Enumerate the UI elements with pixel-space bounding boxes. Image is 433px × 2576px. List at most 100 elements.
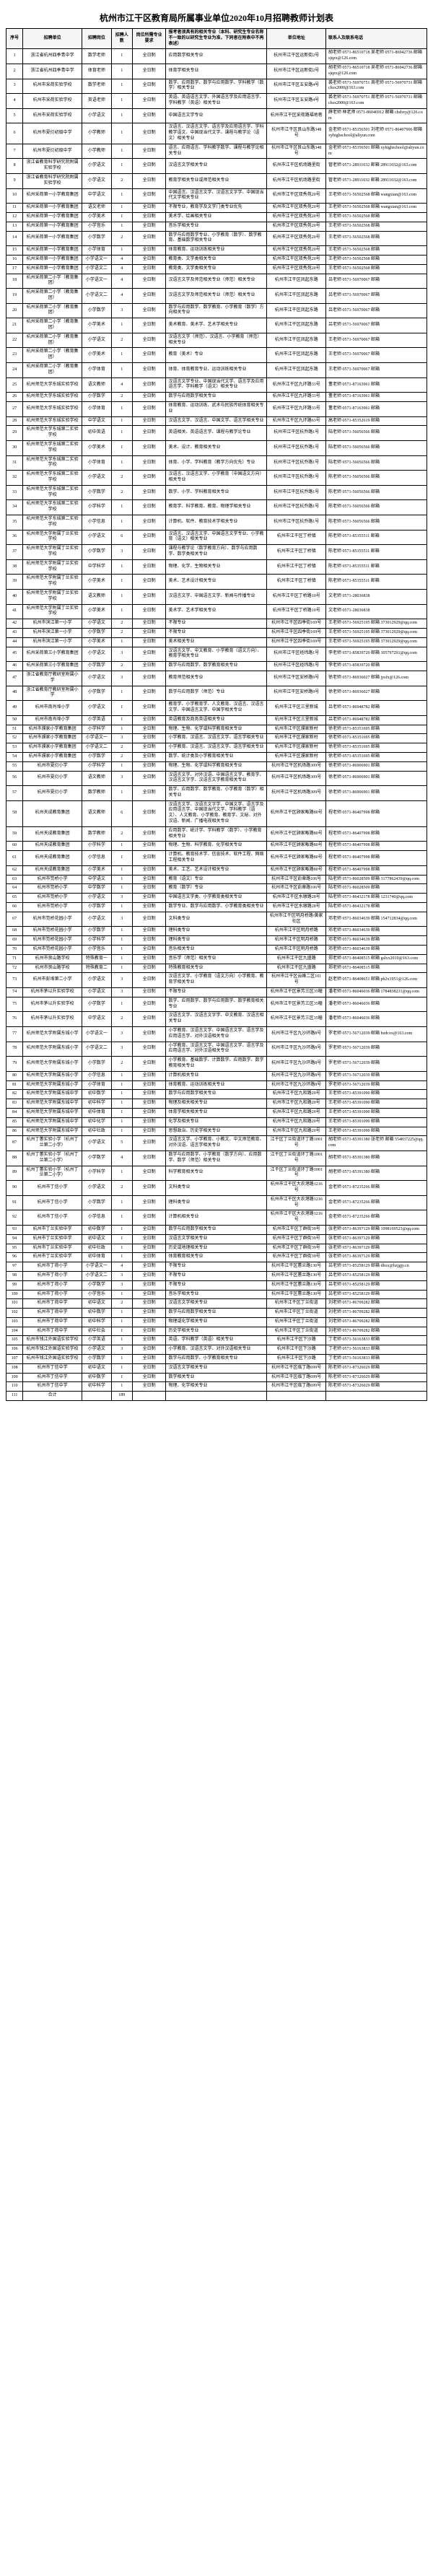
cell: 3 xyxy=(111,1027,132,1042)
cell: 杭州市江干区明月桥路 xyxy=(267,936,326,946)
cell: 杭州市江干区丁兰街道 xyxy=(267,1317,326,1327)
cell: 汉语言文学相关专业 xyxy=(166,1299,267,1309)
table-row: 48浙江省教育厅教研室附属小学小学数学1全日制数学与应用数学（师范）专业杭州市江… xyxy=(6,686,427,701)
cell: 全日制 xyxy=(132,1136,166,1151)
table-row: 27杭州师范大学东城实验学校小学体育1全日制体育教育、运动训练、武术与民族传统体… xyxy=(6,402,427,417)
cell: 语言、应用语言、学科教学数学、课程与教学论相关专业 xyxy=(166,144,267,159)
cell: 杭州市江干区四季街169号 xyxy=(267,637,326,647)
cell: 汉语言、汉语言文学、语言学及应用语言学、学科教学语文、中国现当代文学、课程与教学… xyxy=(166,123,267,144)
cell: 全日制 xyxy=(132,1244,166,1253)
cell: 全日制 xyxy=(132,734,166,743)
cell: 杭州市江干区丁桥镇 xyxy=(267,530,326,545)
cell: 英语、学科教学（英语）相关专业 xyxy=(166,1336,267,1345)
cell: 73 xyxy=(6,973,23,988)
cell: 全日制 xyxy=(132,800,166,826)
table-row: 79杭州师范大学附属东城小学小学数学2全日制小学教育、基础数学、计算数学、应用数… xyxy=(6,1057,427,1072)
cell: 王老师 0571-56925195 邮箱 373012929@qq.com xyxy=(326,628,427,637)
cell: 刘老师 0571-86709282 邮箱 xyxy=(326,1327,427,1336)
cell: 小学数学 xyxy=(82,752,111,761)
cell: 初中社政 xyxy=(82,1127,111,1136)
table-row: 3杭州市采荷实验学校数学老师1全日制数学、应用数学、数学与应用数学、学科教学（数… xyxy=(6,79,427,94)
cell: 5 xyxy=(111,1136,132,1151)
cell: 杭州市江干区九沙环路8号 xyxy=(267,1027,326,1042)
cell: 程老师 0571-86407998 邮箱 xyxy=(326,842,427,851)
cell: 计算机相关专业 xyxy=(166,1071,267,1080)
table-row: 64杭州市笕桥小学中学数学1全日制教育（数学）专业杭州市江干区俞章路106号陆老… xyxy=(6,884,427,894)
cell: 杭州丁蕙实验小学（杭州丁兰第二小学） xyxy=(23,1151,82,1166)
cell: 不限专业 xyxy=(166,1262,267,1272)
cell: 董老师 0571-87163961 邮箱 xyxy=(326,393,427,402)
cell: 3 xyxy=(111,647,132,662)
cell: 杭州市江干区明月桥路/黄家社区 xyxy=(267,912,326,927)
cell: 程老师 0571-86407998 邮箱 xyxy=(326,826,427,842)
table-row: 29杭州师范大学东城第二实验学校初中英语1全日制英语相关、英语语言学、课程与教学… xyxy=(6,426,427,441)
cell: 杭州市濮家小学教育集团 xyxy=(23,734,82,743)
cell: 杭州市夏衍小学 xyxy=(23,786,82,801)
cell: 杭州市笕桥小学 xyxy=(23,875,82,884)
cell: 计算机、教育技术学、信息技术、软件工程、网络工程相关专业 xyxy=(166,851,267,866)
cell: 88 xyxy=(6,1151,23,1166)
cell: 1 xyxy=(111,212,132,222)
cell: 杭州采荷第一小学教育集团 xyxy=(23,222,82,231)
cell: 杭州市江干区临丁路699号 xyxy=(267,1363,326,1373)
cell: 42 xyxy=(6,619,23,629)
cell: 体育老师 xyxy=(82,64,111,79)
cell: 陆老师 0571-86028509 邮箱 xyxy=(326,884,427,894)
table-row: 85杭州师范大学附属东城中学初中化学1全日制化学及相关专业杭州市江干区九和路20… xyxy=(6,1117,427,1127)
cell: 杭州市笕桥花园小学 xyxy=(23,936,82,946)
cell: 1 xyxy=(111,1382,132,1392)
cell: 3 xyxy=(111,1042,132,1057)
cell: 1 xyxy=(111,1080,132,1090)
cell: 107 xyxy=(6,1355,23,1364)
cell: 杭州采荷第一小学教育集团 xyxy=(23,212,82,222)
cell: 教育（语文）专业 xyxy=(166,875,267,884)
cell: 杭州采荷第二小学（教育集团） xyxy=(23,363,82,378)
table-row: 61杭州天成教育集团小学信息1全日制计算机、教育技术学、信息技术、软件工程、网络… xyxy=(6,851,427,866)
cell: 杭州市江干区双秀苑20号 xyxy=(267,188,326,204)
cell: 杭州市笕桥小学 xyxy=(23,894,82,903)
cell: 初中体育 xyxy=(82,1108,111,1117)
table-row: 104杭州市丁荷中学初中社会1全日制历史学相关专业杭州市江干区丁兰街道刘老师 0… xyxy=(6,1327,427,1336)
cell: 杭州市江干区下沙路 xyxy=(267,1355,326,1364)
cell: 体育学相关专业 xyxy=(166,64,267,79)
cell: 杭州市江干区机场路309号 xyxy=(267,761,326,771)
cell: 陈老师 0571-85355511 邮箱 xyxy=(326,545,427,560)
cell: 文老师 0571-28036838 xyxy=(326,589,427,604)
cell: 王老师 0571-56970067 邮箱 xyxy=(326,363,427,378)
table-row: 21杭州采荷第二小学（教育集团）小学美术1全日制美术教育、美术学、艺术学相关专业… xyxy=(6,318,427,333)
cell: 数学、统计类及小学教育相关专业 xyxy=(166,752,267,761)
cell: 1 xyxy=(111,725,132,734)
table-row: 50杭州市南肖埠小学小学英语1全日制英语教育及商务英语相关专业杭州市江干区三里新… xyxy=(6,715,427,725)
cell: 语文教师 xyxy=(82,800,111,826)
cell: 杭州师范大学东城实验学校 xyxy=(23,416,82,426)
cell: 1 xyxy=(6,49,23,64)
cell: 张老师 0571-86397129 邮箱 xyxy=(326,1234,427,1244)
cell: 1 xyxy=(111,246,132,256)
cell: 全日制 xyxy=(132,1373,166,1382)
cell: 全日制 xyxy=(132,1355,166,1364)
cell: 小学教师 xyxy=(82,123,111,144)
cell: 1 xyxy=(111,851,132,866)
cell: 全日制 xyxy=(132,1117,166,1127)
cell: 71 xyxy=(6,954,23,964)
cell: 数学相关专业 xyxy=(166,1373,267,1382)
cell: 物理、生物、科学教育、化学相关专业 xyxy=(166,842,267,851)
cell: 小学语文二 xyxy=(82,264,111,274)
cell: 全日制 xyxy=(132,246,166,256)
cell: 小学数学 xyxy=(82,903,111,912)
cell: 中学语文 xyxy=(82,1012,111,1027)
cell: 杭州师范大学附属东城小学 xyxy=(23,1042,82,1057)
cell: 潘老师 0571-86046036 邮箱 xyxy=(326,997,427,1012)
cell: 杭州市江干区四季街169号 xyxy=(267,628,326,637)
table-row: 99杭州市丁荷小学小学数学3全日制不限专业杭州市江干区蕙兰路130号吕老师 05… xyxy=(6,1280,427,1290)
cell: 12 xyxy=(6,212,23,222)
table-row: 54杭州市濮家小学教育集团小学数学2全日制数学、统计类及小学教育相关专业杭州市江… xyxy=(6,752,427,761)
table-row: 25杭州师范大学东城实验学校语文教师4全日制汉语言文学专业、中国现当代文学、语言… xyxy=(6,377,427,393)
cell: 陈老师 0571-85355511 邮箱 xyxy=(326,575,427,590)
cell: 杭州市江干区经纬路1号 xyxy=(267,662,326,671)
cell: 全日制 xyxy=(132,94,166,109)
cell: 3 xyxy=(111,303,132,318)
cell: 1 xyxy=(111,884,132,894)
cell: 杭州市江干区四季街169号 xyxy=(267,619,326,629)
cell: 音乐相关专业 xyxy=(166,946,267,955)
